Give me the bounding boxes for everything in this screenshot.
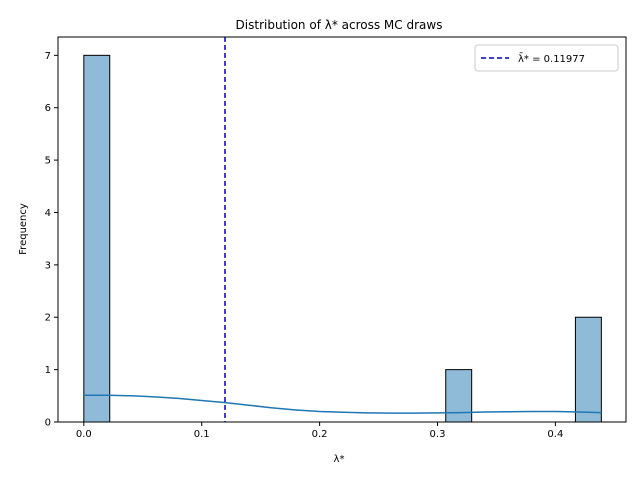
x-tick-label-4: 0.4 [547,429,563,440]
legend-box [474,44,619,72]
histogram-bar-1 [445,369,473,423]
x-tick-label-1: 0.1 [194,429,210,440]
x-tick-label-0: 0.0 [76,429,92,440]
y-tick-label-6: 6 [45,103,51,114]
y-tick-label-0: 0 [45,418,51,429]
legend: λ̄* = 0.11977 [474,44,619,72]
legend-mean-label: λ̄* = 0.11977 [518,52,585,65]
y-tick-label-5: 5 [45,156,51,167]
y-tick-label-2: 2 [45,313,51,324]
y-axis-label: Frequency [18,203,29,255]
y-tick-label-4: 4 [45,208,51,219]
y-tick-label-1: 1 [45,365,51,376]
x-axis-label: λ* [334,454,345,465]
y-tick-label-3: 3 [45,260,51,271]
chart-title: Distribution of λ* across MC draws [236,18,443,32]
plot-frame [57,36,627,423]
kde-curve [83,394,602,414]
histogram-bars [83,54,602,423]
x-tick-label-3: 0.3 [430,429,446,440]
x-axis: 0.0 0.1 0.2 0.3 0.4 [76,422,563,440]
histogram-bar-0 [83,54,111,423]
x-tick-label-2: 0.2 [312,429,328,440]
y-axis: 0 1 2 3 4 5 6 7 [45,51,58,429]
kde-curve-group [83,394,602,414]
histogram-bar-2 [574,316,602,423]
y-tick-label-7: 7 [45,51,51,62]
